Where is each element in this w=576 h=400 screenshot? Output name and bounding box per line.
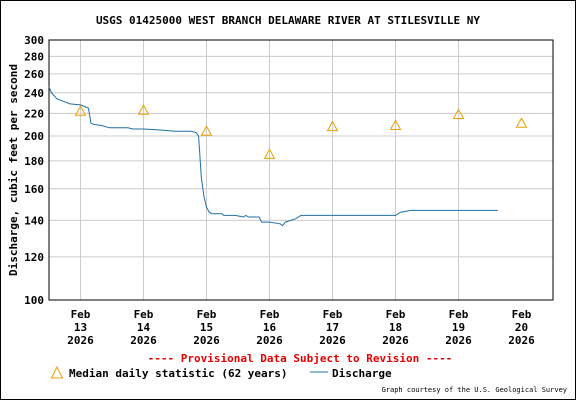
legend-median-marker — [50, 365, 64, 379]
x-tick-label: 2026 — [445, 334, 472, 347]
y-tick-labels: 100 120 140 160 180 200 220 240 260 280 300 — [24, 34, 44, 307]
x-tick-label: 2026 — [130, 334, 157, 347]
plot-area — [48, 39, 554, 301]
x-tick-label: 19 — [452, 321, 465, 334]
median-marker — [515, 117, 528, 128]
y-tick-label: 160 — [24, 183, 44, 196]
credit-text: Graph courtesy of the U.S. Geological Su… — [382, 386, 567, 394]
median-marker — [326, 120, 339, 132]
x-tick-label: 17 — [326, 321, 339, 334]
y-tick-label: 280 — [24, 50, 44, 63]
x-tick-label: Feb — [197, 308, 217, 321]
y-tick-label: 100 — [24, 294, 44, 307]
grid — [49, 39, 553, 301]
median-marker — [200, 125, 213, 136]
y-tick-label: 180 — [24, 155, 44, 168]
y-tick-label: 260 — [24, 68, 44, 81]
median-marker — [389, 119, 402, 131]
x-tick-label: Feb — [512, 308, 532, 321]
y-tick-label: 240 — [24, 87, 44, 100]
chart-title: USGS 01425000 WEST BRANCH DELAWARE RIVER… — [96, 14, 480, 27]
discharge-line — [48, 86, 498, 227]
x-tick-label: Feb — [134, 308, 154, 321]
median-marker — [137, 104, 150, 115]
x-tick-label: 15 — [200, 321, 213, 334]
x-tick-label: Feb — [323, 308, 343, 321]
median-marker — [263, 148, 276, 159]
y-tick-label: 300 — [24, 34, 44, 47]
x-tick-label: 2026 — [67, 334, 94, 347]
x-tick-labels: Feb132026Feb142026Feb152026Feb162026Feb1… — [67, 308, 535, 347]
x-tick-label: 2026 — [382, 334, 409, 347]
x-tick-label: 13 — [74, 321, 87, 334]
x-tick-label: 14 — [137, 321, 151, 334]
series-layer — [48, 86, 528, 227]
x-tick-label: 20 — [515, 321, 528, 334]
y-tick-label: 140 — [24, 214, 44, 227]
y-tick-label: 200 — [24, 130, 44, 143]
x-tick-label: Feb — [71, 308, 91, 321]
x-tick-label: Feb — [386, 308, 406, 321]
x-tick-label: 16 — [263, 321, 277, 334]
y-tick-label: 220 — [24, 107, 44, 120]
legend-discharge-label: Discharge — [332, 367, 392, 380]
y-axis-label: Discharge, cubic feet per second — [7, 64, 20, 276]
median-marker — [452, 108, 465, 119]
x-tick-label: Feb — [449, 308, 469, 321]
x-tick-label: 18 — [389, 321, 402, 334]
x-tick-label: 2026 — [508, 334, 535, 347]
x-tick-label: 2026 — [319, 334, 346, 347]
y-tick-label: 120 — [24, 251, 44, 264]
x-tick-label: Feb — [260, 308, 280, 321]
legend-median-label: Median daily statistic (62 years) — [69, 367, 288, 380]
legend: Median daily statistic (62 years) Discha… — [50, 365, 392, 380]
x-tick-label: 2026 — [256, 334, 283, 347]
provisional-notice: ---- Provisional Data Subject to Revisio… — [148, 352, 453, 365]
median-marker — [74, 105, 87, 116]
x-tick-label: 2026 — [193, 334, 220, 347]
